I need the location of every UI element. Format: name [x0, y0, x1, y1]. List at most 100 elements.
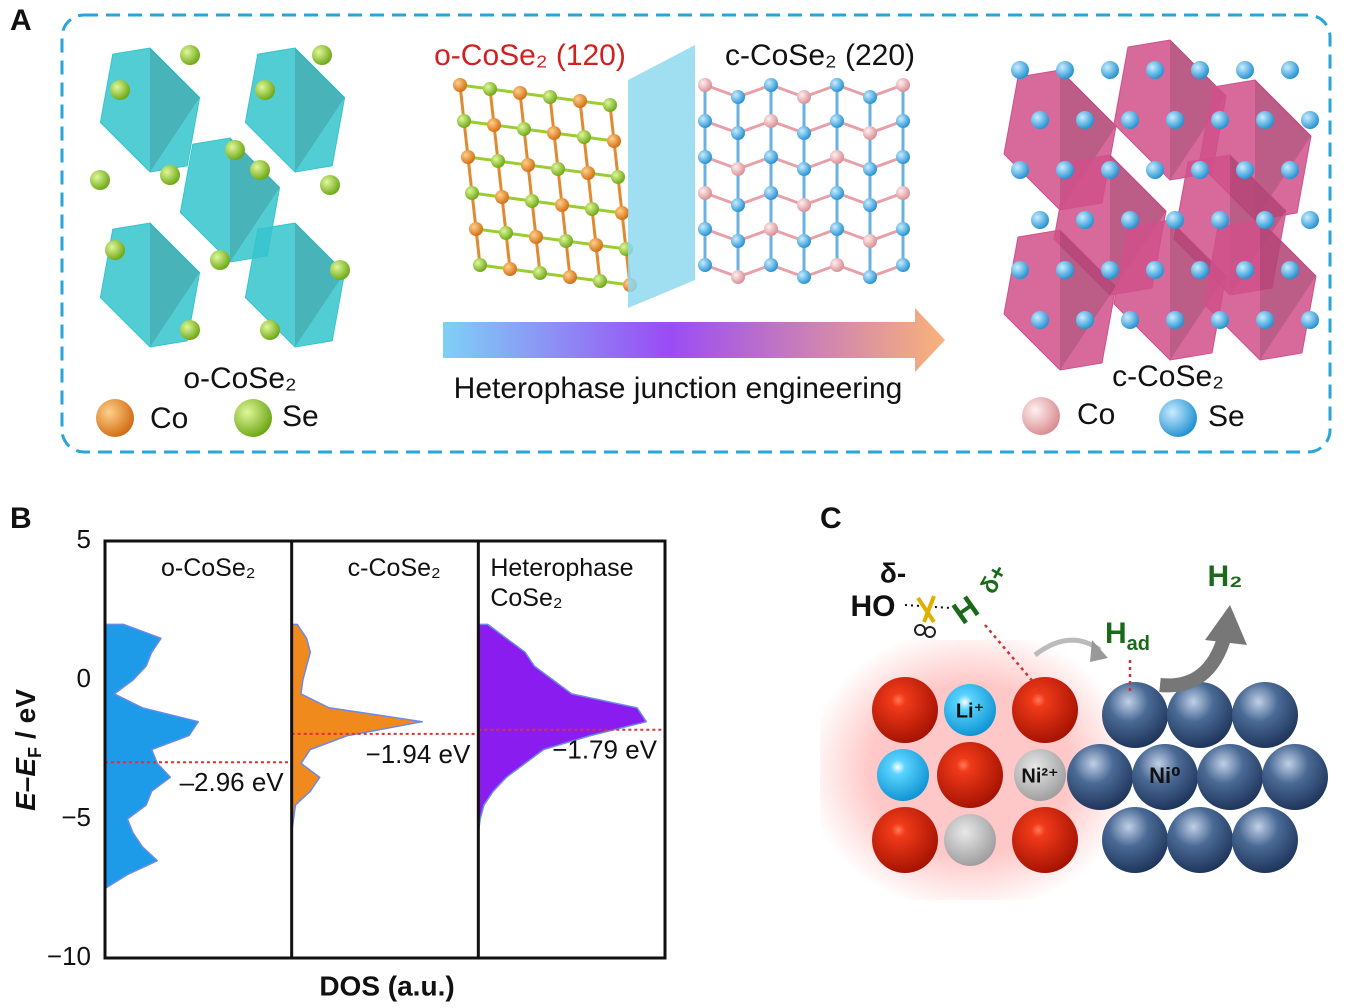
scissors: [916, 595, 936, 624]
octahedron-face: [1060, 230, 1116, 370]
atom: [1256, 211, 1274, 229]
atom: [797, 270, 811, 284]
atom: [461, 150, 475, 164]
atom: [937, 742, 1003, 808]
panel-label: C: [820, 502, 842, 535]
atom: [312, 45, 332, 65]
atom: [533, 266, 547, 280]
reference-label: −1.79 eV: [552, 735, 657, 765]
panel-label: A: [10, 4, 32, 37]
arrow: [1159, 632, 1232, 693]
y-tick-label: −10: [47, 941, 91, 971]
atom: [495, 190, 509, 204]
atom: [896, 150, 910, 164]
series-label-part: Heterophase: [490, 554, 633, 582]
facet-label: c-CoSe₂ (220): [725, 39, 915, 72]
atom: [698, 78, 712, 92]
atom: [1132, 744, 1198, 810]
atom: [872, 677, 938, 743]
atom: [525, 194, 539, 208]
octahedron-face: [150, 223, 200, 347]
atom: [250, 160, 270, 180]
scissors: [914, 624, 926, 636]
atom: [1121, 111, 1139, 129]
atom: [513, 86, 527, 100]
atom: [1011, 161, 1029, 179]
atom: [698, 186, 712, 200]
adsorbed-h-sub: ad: [1127, 633, 1150, 655]
atom: [698, 222, 712, 236]
series-label: Heterophase CoSe₂: [490, 554, 633, 612]
atom: [872, 807, 938, 873]
atom: [1146, 61, 1164, 79]
atom: [581, 166, 595, 180]
atom: [1166, 111, 1184, 129]
atom: [863, 270, 877, 284]
atom: [1101, 61, 1119, 79]
atom: [593, 274, 607, 288]
atom: [1011, 61, 1029, 79]
octahedron: [99, 222, 201, 348]
phase-label: o-CoSe₂: [183, 362, 296, 395]
atom: [830, 78, 844, 92]
arrow-label: Heterophase junction engineering: [454, 372, 903, 405]
interface-plane: [628, 45, 695, 308]
panel-frame: [60, 13, 1332, 454]
atom: [830, 114, 844, 128]
ion-label: Ni⁰: [1149, 763, 1181, 788]
atom: [1281, 161, 1299, 179]
atom: [1211, 211, 1229, 229]
atom: [1102, 807, 1168, 873]
atom: [1031, 111, 1049, 129]
legend-label: Co: [1077, 398, 1115, 431]
octahedron-face: [295, 223, 345, 347]
atom: [1067, 744, 1133, 810]
atom: [731, 162, 745, 176]
atom: [896, 186, 910, 200]
series-label-part: CoSe₂: [490, 584, 562, 612]
y-tick-label: −5: [61, 802, 91, 832]
atom: [1256, 111, 1274, 129]
atoms: [872, 677, 1328, 873]
atom: [1146, 261, 1164, 279]
atom: [1102, 682, 1168, 748]
atom: [1167, 807, 1233, 873]
scissors: [924, 626, 936, 638]
atom: [611, 170, 625, 184]
atom: [1076, 311, 1094, 329]
series-label-part: c-CoSe₂: [348, 554, 441, 582]
atom: [1101, 161, 1119, 179]
atom: [1056, 261, 1074, 279]
atom: [1262, 744, 1328, 810]
atom: [863, 126, 877, 140]
atom: [1301, 311, 1319, 329]
atom: [1301, 211, 1319, 229]
atom: [1121, 211, 1139, 229]
atom: [877, 749, 929, 801]
atom: [1236, 161, 1254, 179]
atom: [555, 198, 569, 212]
atom: [330, 260, 350, 280]
atom: [896, 222, 910, 236]
atom: [1031, 211, 1049, 229]
atom: [615, 206, 629, 220]
octahedron-face: [295, 48, 345, 172]
atom: [863, 90, 877, 104]
atom: [764, 114, 778, 128]
legend-label: Se: [282, 400, 319, 433]
series-label-part: o-CoSe₂: [161, 554, 255, 582]
atom: [764, 150, 778, 164]
phase-label: c-CoSe₂: [1112, 360, 1224, 393]
atom: [1211, 111, 1229, 129]
atom: [1281, 61, 1299, 79]
atom: [1011, 261, 1029, 279]
crystal-structures: [90, 39, 1319, 371]
atom: [559, 234, 573, 248]
atom: [1101, 261, 1119, 279]
atom: [563, 270, 577, 284]
atom: [469, 222, 483, 236]
atom: [797, 162, 811, 176]
atom: [1076, 211, 1094, 229]
atom: [543, 90, 557, 104]
atom: [797, 234, 811, 248]
